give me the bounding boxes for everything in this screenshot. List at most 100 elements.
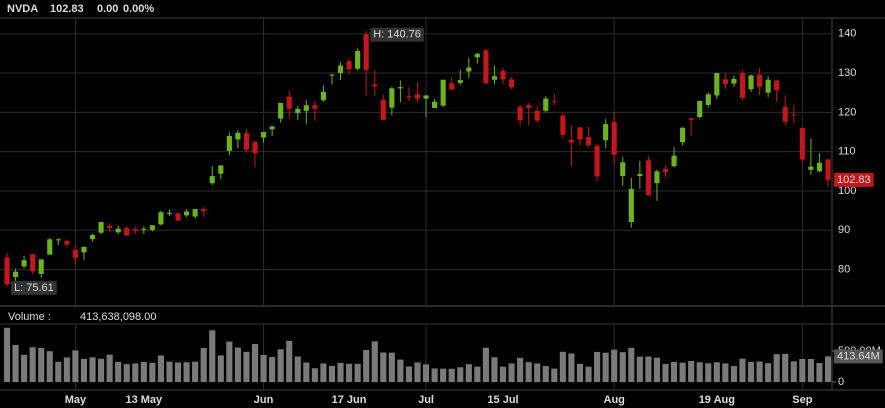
candle-body	[628, 189, 634, 223]
volume-bar	[662, 363, 669, 382]
volume-bar	[653, 357, 661, 382]
volume-bar	[243, 351, 250, 382]
candle-body	[406, 96, 412, 98]
candle-body	[620, 162, 626, 177]
candle-body	[748, 75, 754, 90]
volume-bar	[414, 362, 421, 382]
volume-bar	[773, 354, 780, 382]
candle-body	[252, 141, 258, 154]
change-pct: 0.00%	[123, 3, 154, 15]
candle-body	[141, 228, 147, 230]
volume-bar	[140, 361, 147, 382]
volume-bar	[739, 358, 746, 382]
candle-body	[654, 171, 660, 184]
volume-bar	[234, 347, 241, 382]
candle-body	[397, 87, 403, 89]
candle-body	[466, 67, 472, 72]
candle-body	[98, 222, 104, 233]
volume-bar	[363, 349, 370, 382]
candle-body	[278, 102, 284, 119]
candle-body	[432, 101, 438, 109]
candle-body	[739, 73, 746, 98]
volume-bar	[645, 356, 652, 382]
candle-body	[449, 83, 455, 90]
volume-bar	[174, 362, 182, 382]
volume-bar	[551, 368, 558, 382]
volume-bar	[89, 357, 96, 382]
y-tick-label: 90	[838, 224, 850, 236]
volume-bar	[63, 357, 70, 382]
volume-bar	[824, 356, 832, 382]
volume-bar	[311, 368, 318, 382]
volume-bar	[765, 363, 772, 382]
candle-body	[500, 70, 506, 80]
candle-body	[269, 126, 275, 130]
candle-body	[423, 95, 429, 99]
x-tick-label: 13 May	[125, 394, 163, 406]
volume-bar	[260, 354, 267, 382]
candle-body	[534, 110, 540, 121]
y-tick-label: 80	[838, 264, 850, 276]
volume-bar	[585, 366, 592, 382]
volume-bar	[688, 360, 695, 382]
volume-bar	[371, 341, 378, 382]
candle-body	[560, 115, 566, 135]
volume-bar	[166, 361, 173, 382]
candle-body	[243, 133, 250, 150]
volume-bar	[696, 362, 703, 382]
volume-bar	[619, 352, 626, 382]
x-tick-label: 17 Jun	[332, 394, 367, 406]
volume-bar	[474, 366, 481, 382]
candle-body	[64, 240, 70, 245]
low-annotation: L: 75.61	[14, 282, 54, 294]
candle-body	[509, 79, 515, 88]
change: 0.00	[97, 3, 118, 15]
volume-bar	[525, 362, 532, 382]
candle-body	[192, 209, 198, 217]
volume-bar	[123, 364, 130, 382]
candle-body	[440, 79, 446, 106]
volume-bar	[799, 358, 806, 382]
candle-body	[72, 249, 78, 258]
y-tick-label: 140	[838, 28, 856, 40]
candle-body	[731, 78, 737, 84]
volume-bar	[782, 353, 789, 382]
volume-bar	[328, 365, 336, 382]
volume-bar	[816, 363, 823, 382]
volume-bar	[12, 344, 19, 382]
volume-bar	[106, 354, 113, 382]
candle-body	[483, 50, 489, 84]
candle-body	[38, 259, 44, 274]
volume-bar	[568, 353, 575, 382]
candle-body	[585, 137, 592, 146]
candle-body	[757, 74, 763, 87]
volume-bar	[269, 357, 276, 382]
volume-bar	[508, 363, 515, 382]
x-tick-label: 15 Jul	[487, 394, 518, 406]
volume-bar	[405, 366, 413, 382]
candle-body	[89, 235, 96, 239]
last-price: 102.83	[50, 3, 84, 15]
candle-body	[158, 212, 164, 225]
volume-bar	[217, 355, 224, 382]
candle-body	[175, 213, 181, 221]
volume-bar	[3, 327, 11, 382]
candle-body	[132, 229, 138, 231]
volume-bar	[192, 361, 199, 382]
volume-label: Volume :	[8, 311, 51, 323]
candle-body	[12, 271, 19, 278]
volume-bar	[226, 341, 233, 382]
volume-bar	[157, 355, 165, 382]
candle-body	[55, 239, 61, 241]
volume-bar	[29, 347, 36, 382]
x-tick-label: May	[65, 394, 87, 406]
y-tick-label: 120	[838, 106, 856, 118]
candle-body	[218, 165, 224, 174]
candle-body	[346, 61, 352, 70]
last-price-tag-box	[834, 172, 874, 187]
volume-bar	[602, 352, 609, 382]
y-tick-label: 110	[838, 146, 856, 158]
volume-bar	[482, 347, 489, 382]
